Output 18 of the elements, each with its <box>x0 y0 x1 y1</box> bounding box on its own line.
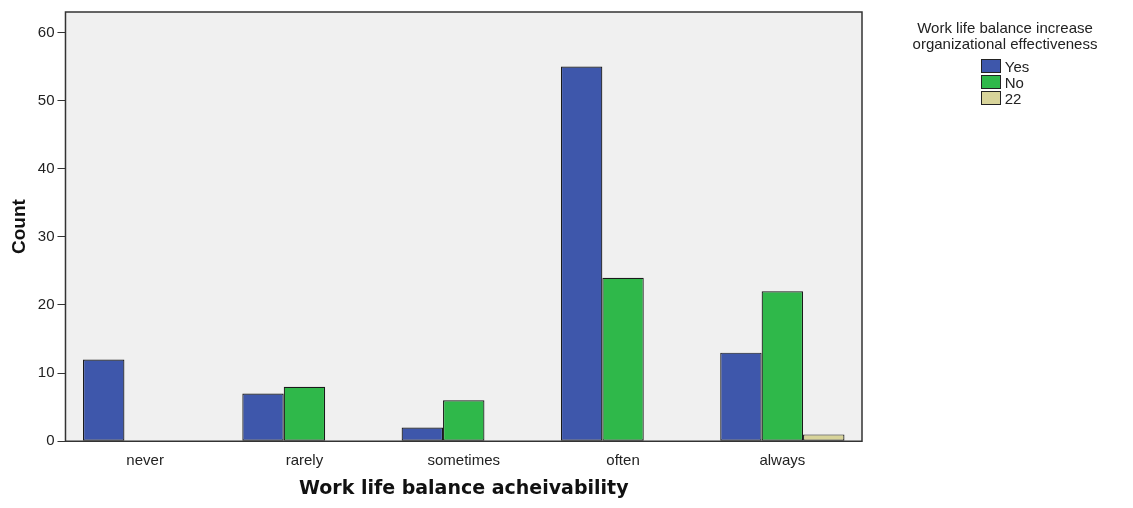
legend-label: No <box>1004 73 1024 91</box>
legend-title: Work life balance increase organizational effectiveness <box>911 19 1099 52</box>
y-tick-label: 50 <box>37 90 55 108</box>
legend-label: 22 <box>1004 89 1022 107</box>
legend-label: Yes <box>1004 57 1030 75</box>
x-tick-label: sometimes <box>427 451 501 469</box>
y-tick-label: 40 <box>37 158 55 176</box>
x-tick-label: never <box>126 451 164 469</box>
x-tick-label: rarely <box>285 451 324 469</box>
y-tick-label: 0 <box>46 431 55 449</box>
x-tick-label: often <box>606 451 640 469</box>
y-tick-label: 60 <box>37 22 55 40</box>
y-axis-title: Count <box>7 198 29 255</box>
x-tick-label: always <box>759 451 806 469</box>
y-tick-label: 30 <box>37 226 55 244</box>
y-tick-label: 20 <box>37 295 55 313</box>
y-tick-label: 10 <box>37 363 55 381</box>
x-axis-title: Work life balance acheivability <box>298 475 630 498</box>
